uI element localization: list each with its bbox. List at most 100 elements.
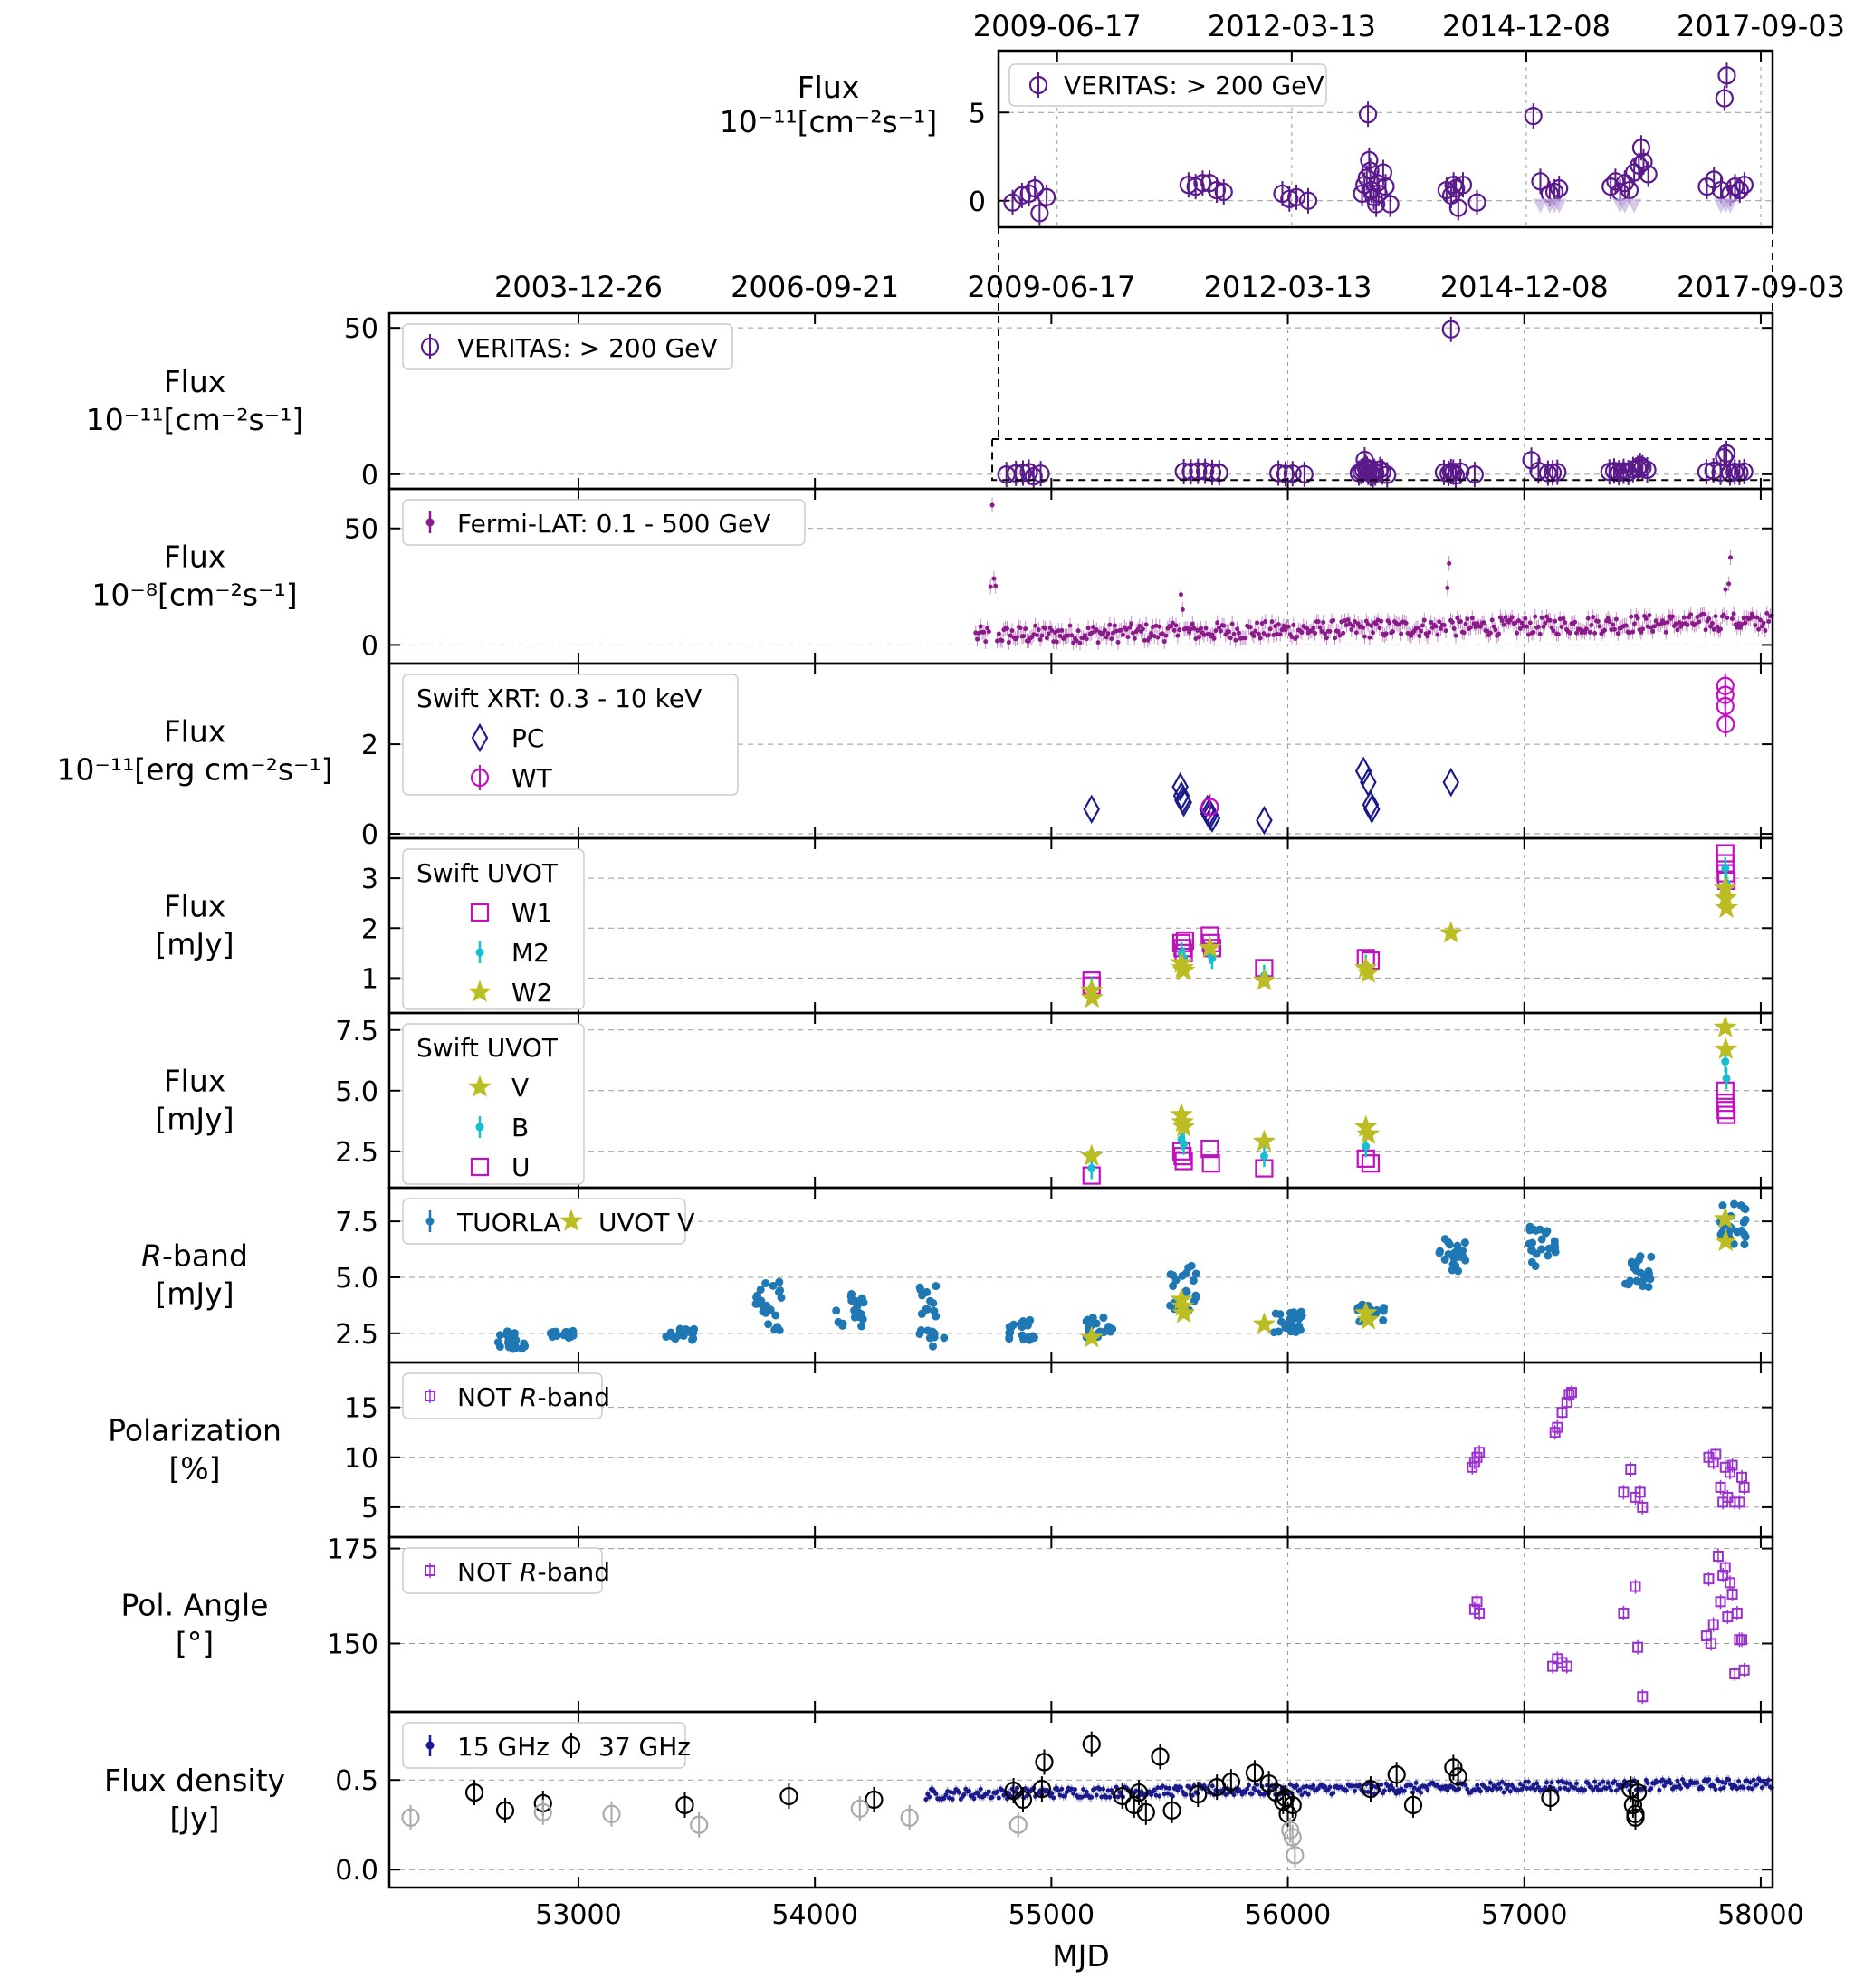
data-point bbox=[1573, 630, 1579, 636]
data-point bbox=[1754, 1782, 1760, 1787]
data-point bbox=[1713, 614, 1718, 619]
data-point bbox=[1082, 1793, 1087, 1799]
legend-box bbox=[402, 499, 806, 546]
data-point bbox=[1299, 630, 1305, 636]
inset-veritas-point bbox=[1531, 172, 1550, 191]
data-point bbox=[1157, 624, 1162, 629]
data-point bbox=[1421, 617, 1427, 623]
data-point bbox=[1592, 1779, 1598, 1784]
data-point bbox=[832, 1306, 841, 1315]
data-point bbox=[1171, 1301, 1196, 1324]
data-point bbox=[1157, 1793, 1162, 1799]
data-point bbox=[1160, 631, 1165, 636]
legend: Swift UVOT VBU bbox=[402, 1023, 585, 1185]
data-point bbox=[1730, 1199, 1739, 1209]
legend-label: VERITAS: > 200 GeV bbox=[457, 333, 718, 363]
data-point bbox=[1190, 621, 1195, 626]
legend-marker bbox=[561, 1735, 581, 1755]
series-not-r-band bbox=[1467, 1385, 1750, 1515]
data-point bbox=[1451, 1261, 1460, 1270]
inset-upper-limit bbox=[1552, 198, 1567, 214]
data-point bbox=[777, 1293, 786, 1302]
data-point bbox=[1255, 620, 1260, 626]
data-point bbox=[1737, 1226, 1746, 1235]
data-point bbox=[1356, 1122, 1381, 1144]
data-point bbox=[1557, 1785, 1563, 1791]
data-point bbox=[1112, 623, 1117, 628]
data-point bbox=[900, 1808, 919, 1827]
data-point bbox=[1714, 1037, 1738, 1060]
data-point bbox=[1736, 1779, 1742, 1784]
data-point bbox=[989, 1794, 995, 1800]
data-point bbox=[1713, 1015, 1737, 1037]
inset-veritas-point bbox=[1280, 189, 1299, 208]
data-point bbox=[1551, 628, 1556, 634]
data-point bbox=[1609, 1788, 1614, 1793]
data-point bbox=[1447, 560, 1452, 566]
ylabel-line-2: 10⁻¹¹[cm⁻²s⁻¹] bbox=[86, 402, 303, 437]
legend: Swift XRT: 0.3 - 10 keV PC WT bbox=[402, 674, 739, 796]
data-point bbox=[533, 1802, 552, 1821]
data-point bbox=[1613, 1788, 1619, 1793]
data-point bbox=[1026, 1315, 1035, 1324]
data-point bbox=[1107, 1794, 1113, 1800]
inset-veritas-point bbox=[1631, 139, 1651, 158]
data-point bbox=[1054, 639, 1059, 645]
data-point bbox=[1352, 619, 1357, 625]
data-point bbox=[1252, 1129, 1276, 1152]
data-point bbox=[1427, 629, 1432, 635]
ytick-label: 1 bbox=[361, 963, 378, 995]
data-point bbox=[1557, 616, 1563, 622]
inset-veritas-point bbox=[1200, 174, 1219, 193]
data-point bbox=[1269, 1328, 1278, 1337]
inset-upper-limit bbox=[1617, 198, 1632, 214]
data-point bbox=[1372, 463, 1392, 482]
legend-marker bbox=[425, 1741, 435, 1750]
series-37-ghz-grey- bbox=[401, 1795, 1305, 1869]
inset-date-label: 2012-03-13 bbox=[1208, 9, 1376, 43]
data-point bbox=[1615, 631, 1620, 636]
inset-veritas-point bbox=[1448, 198, 1467, 217]
data-point bbox=[1626, 1808, 1645, 1827]
data-point bbox=[1366, 464, 1385, 483]
ytick-label: 7.5 bbox=[335, 1016, 378, 1047]
ylabel-line-1: Flux density bbox=[104, 1763, 285, 1798]
data-point bbox=[975, 636, 980, 642]
data-point bbox=[1277, 632, 1283, 637]
legend: NOT R-band bbox=[402, 1547, 610, 1594]
data-point bbox=[1703, 1573, 1715, 1585]
inset-veritas-point bbox=[1369, 184, 1388, 204]
data-point bbox=[1275, 631, 1280, 636]
data-point bbox=[1623, 623, 1629, 628]
data-point bbox=[1084, 636, 1089, 642]
data-point bbox=[1475, 1783, 1480, 1788]
data-point bbox=[1173, 1147, 1192, 1166]
data-point bbox=[771, 1311, 780, 1320]
data-point bbox=[1256, 805, 1273, 836]
data-point bbox=[602, 1804, 621, 1823]
data-point bbox=[1618, 1486, 1630, 1498]
data-point bbox=[1623, 1795, 1642, 1815]
data-point bbox=[1286, 1314, 1295, 1324]
data-point bbox=[1572, 1785, 1578, 1791]
data-point bbox=[1738, 1481, 1750, 1493]
data-point bbox=[1645, 1781, 1650, 1786]
inset-upper-limit bbox=[1627, 198, 1642, 214]
data-point bbox=[1675, 627, 1680, 633]
data-point bbox=[1017, 1319, 1026, 1328]
data-point bbox=[1451, 626, 1457, 631]
data-point bbox=[1379, 1316, 1388, 1325]
data-point bbox=[1739, 1218, 1748, 1227]
data-point bbox=[495, 1801, 515, 1820]
inset-upper-limit bbox=[1533, 198, 1548, 214]
legend-title: Swift UVOT bbox=[416, 858, 559, 888]
data-point bbox=[1728, 1782, 1734, 1787]
data-point bbox=[933, 1791, 939, 1796]
data-point bbox=[1647, 613, 1652, 618]
data-point bbox=[1534, 1781, 1540, 1786]
data-point bbox=[1274, 1792, 1293, 1811]
data-point bbox=[1634, 1486, 1646, 1498]
data-point bbox=[1081, 1786, 1086, 1792]
data-point bbox=[1069, 633, 1075, 638]
data-point bbox=[1660, 1777, 1666, 1783]
